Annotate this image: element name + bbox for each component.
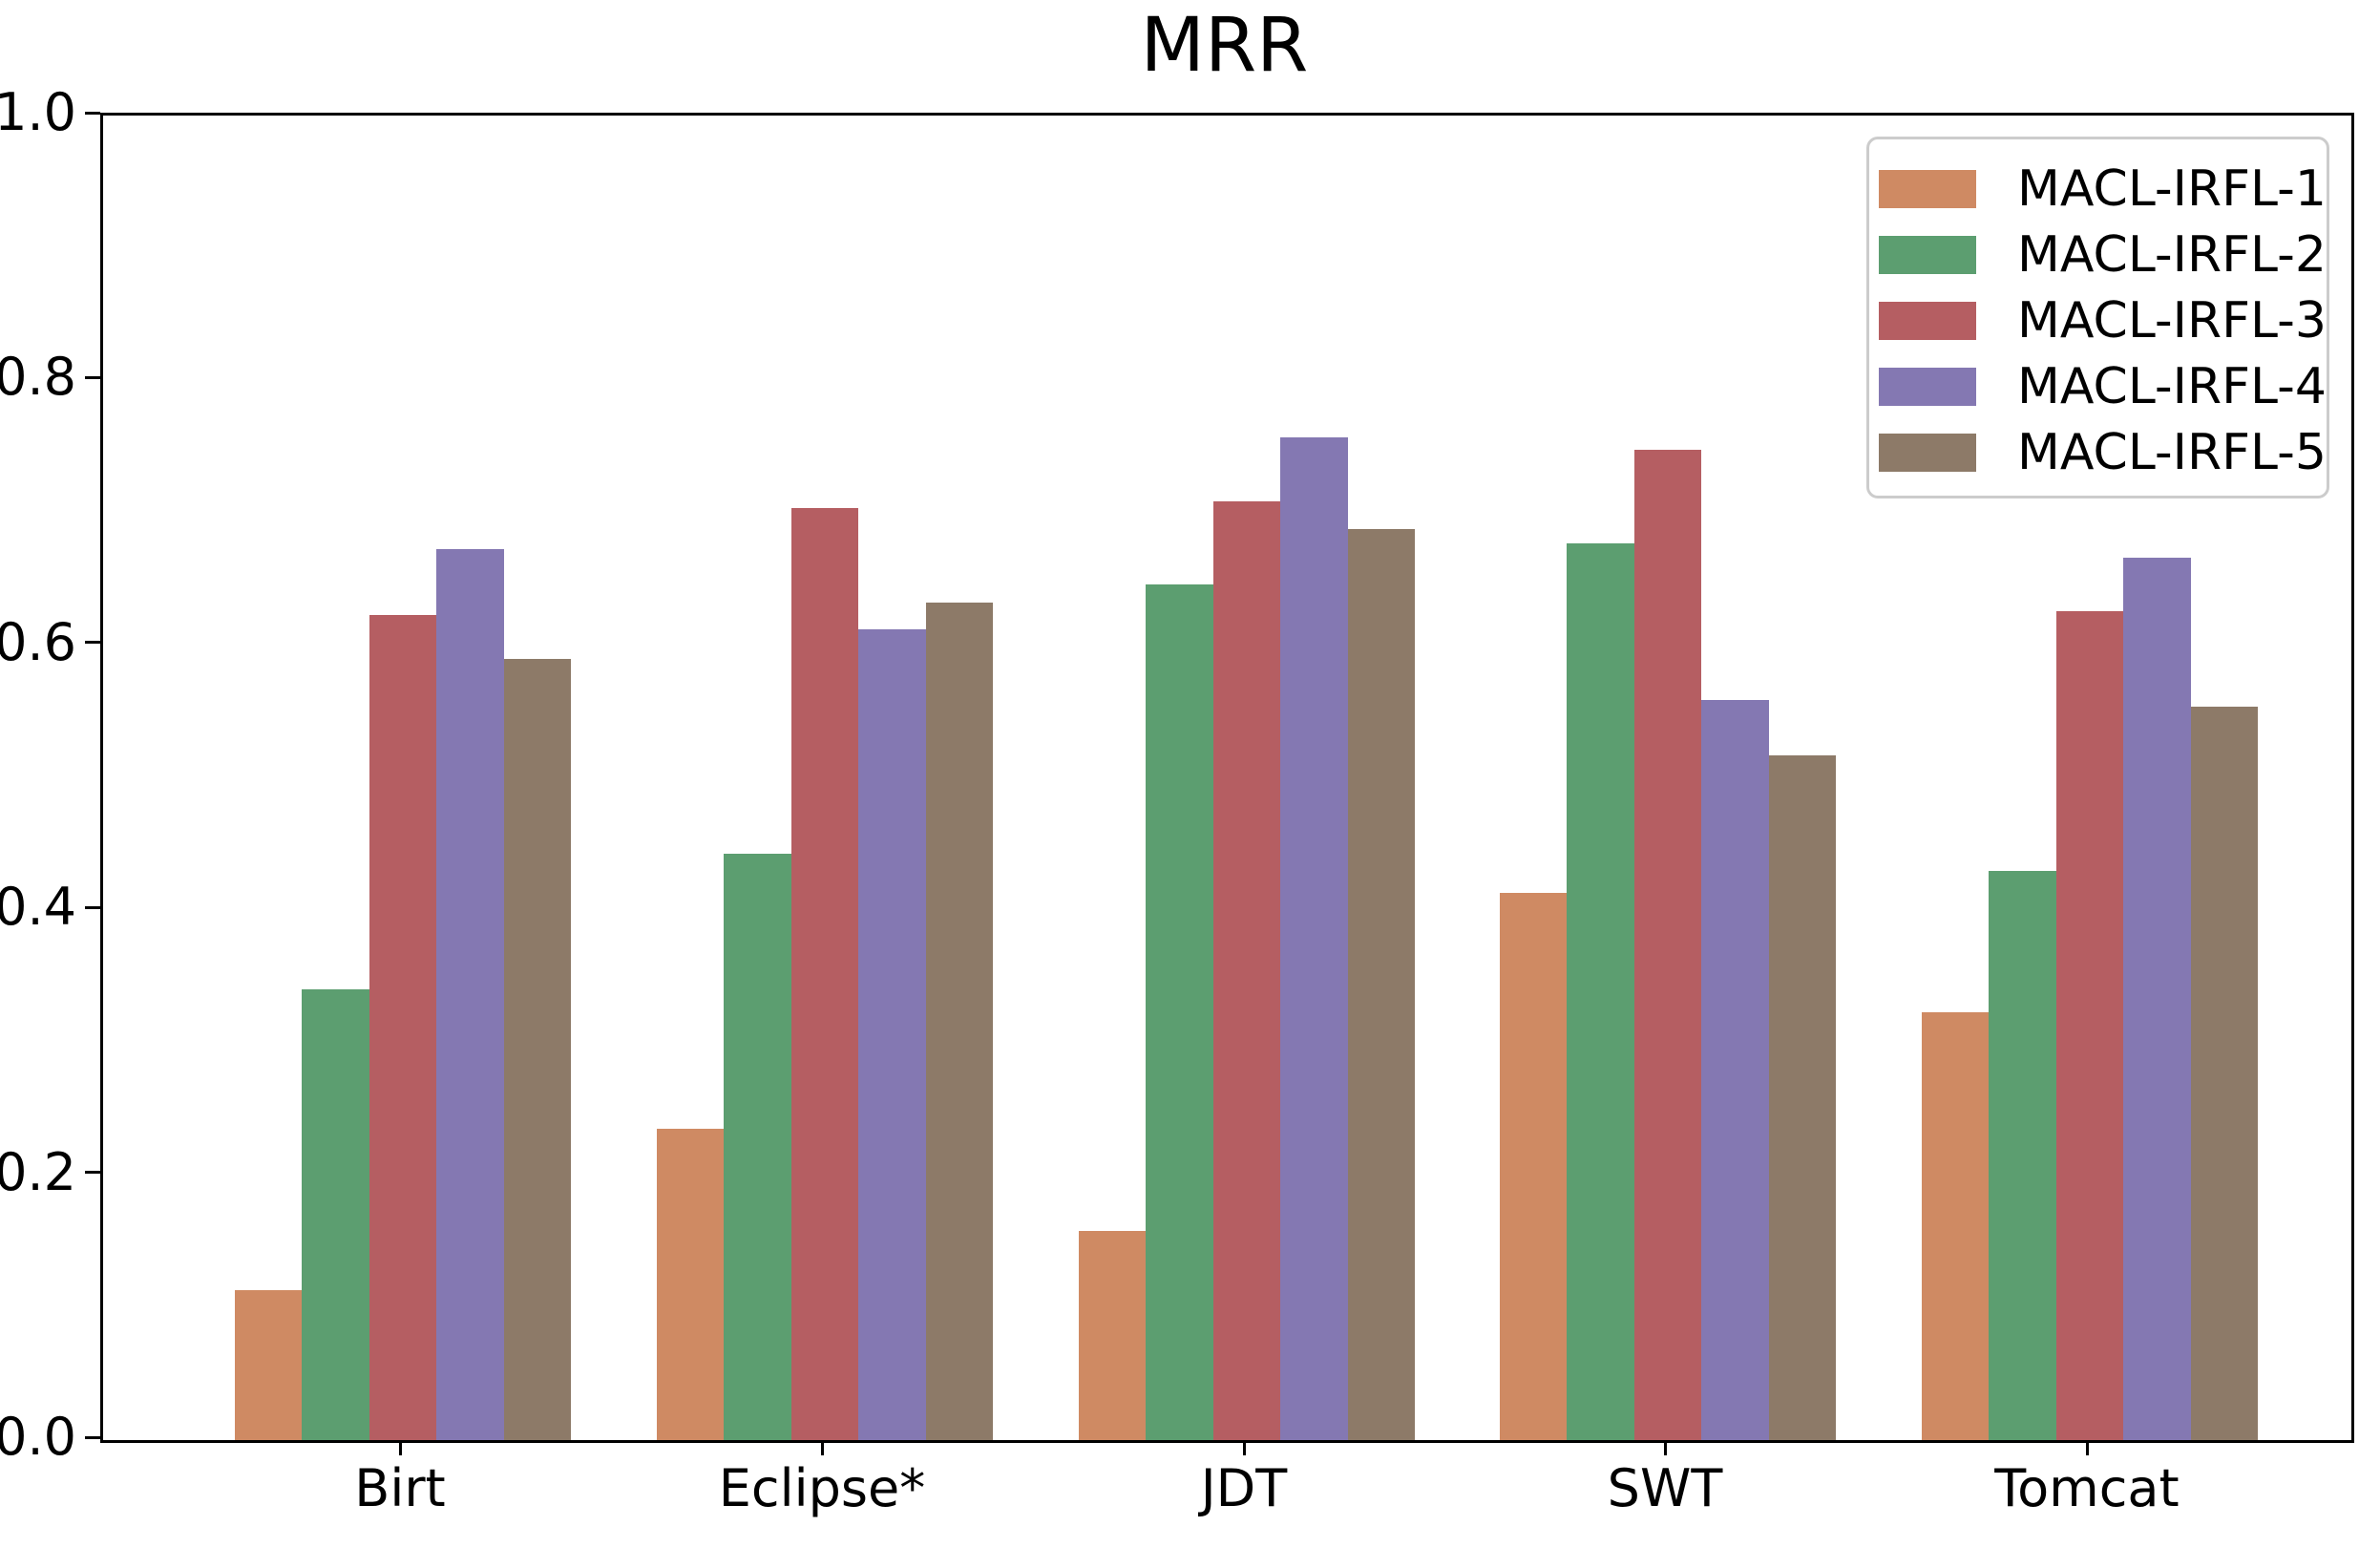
y-tick-mark-0.0 <box>85 1435 100 1439</box>
bar-MACL-IRFL-4-Tomcat <box>2123 558 2191 1440</box>
x-tick-mark-Birt <box>398 1440 402 1455</box>
y-tick-mark-0.4 <box>85 905 100 909</box>
legend-swatch-MACL-IRFL-2 <box>1879 235 1976 274</box>
x-tick-mark-SWT <box>1663 1440 1667 1455</box>
bar-MACL-IRFL-1-JDT <box>1078 1230 1147 1440</box>
y-tick-label-0.6: 0.6 <box>0 611 76 672</box>
bar-MACL-IRFL-5-Birt <box>503 658 572 1440</box>
bar-MACL-IRFL-2-SWT <box>1567 543 1634 1440</box>
bar-MACL-IRFL-2-JDT <box>1146 584 1213 1440</box>
chart-title: MRR <box>1140 3 1309 89</box>
y-tick-label-0.8: 0.8 <box>0 347 76 408</box>
bar-MACL-IRFL-4-Eclipse* <box>858 629 926 1440</box>
x-tick-label-JDT: JDT <box>1200 1458 1288 1518</box>
legend: MACL-IRFL-1 MACL-IRFL-2 MACL-IRFL-3 MACL-IR… <box>1866 137 2329 498</box>
legend-label-MACL-IRFL-3: MACL-IRFL-3 <box>2017 291 2327 350</box>
bar-MACL-IRFL-3-Tomcat <box>2055 610 2124 1440</box>
bar-MACL-IRFL-1-Birt <box>234 1290 303 1440</box>
bar-MACL-IRFL-3-SWT <box>1633 449 1702 1440</box>
legend-entry-MACL-IRFL-3: MACL-IRFL-3 <box>1879 287 2327 353</box>
bar-MACL-IRFL-3-JDT <box>1212 500 1281 1440</box>
legend-swatch-MACL-IRFL-4 <box>1879 367 1976 406</box>
x-tick-label-Birt: Birt <box>354 1458 446 1518</box>
bar-MACL-IRFL-5-Eclipse* <box>925 603 994 1440</box>
bar-MACL-IRFL-5-JDT <box>1347 528 1416 1440</box>
legend-swatch-MACL-IRFL-5 <box>1879 433 1976 472</box>
legend-swatch-MACL-IRFL-3 <box>1879 301 1976 340</box>
legend-entry-MACL-IRFL-5: MACL-IRFL-5 <box>1879 419 2327 485</box>
bar-MACL-IRFL-3-Birt <box>369 614 437 1440</box>
legend-entry-MACL-IRFL-4: MACL-IRFL-4 <box>1879 353 2327 419</box>
bar-MACL-IRFL-5-Tomcat <box>2190 706 2259 1440</box>
legend-label-MACL-IRFL-1: MACL-IRFL-1 <box>2017 159 2327 218</box>
legend-swatch-MACL-IRFL-1 <box>1879 169 1976 208</box>
y-tick-mark-0.6 <box>85 641 100 645</box>
bar-MACL-IRFL-4-Birt <box>436 548 504 1440</box>
y-tick-label-0.0: 0.0 <box>0 1407 76 1467</box>
y-tick-mark-0.8 <box>85 375 100 379</box>
bar-MACL-IRFL-3-Eclipse* <box>790 507 859 1440</box>
legend-entry-MACL-IRFL-2: MACL-IRFL-2 <box>1879 222 2327 287</box>
legend-label-MACL-IRFL-2: MACL-IRFL-2 <box>2017 225 2327 284</box>
x-tick-label-SWT: SWT <box>1607 1458 1723 1518</box>
bar-MACL-IRFL-4-SWT <box>1701 699 1769 1440</box>
legend-label-MACL-IRFL-5: MACL-IRFL-5 <box>2017 423 2327 481</box>
x-tick-mark-Eclipse* <box>820 1440 824 1455</box>
y-tick-mark-0.2 <box>85 1171 100 1175</box>
bar-MACL-IRFL-1-SWT <box>1499 893 1568 1440</box>
bar-MACL-IRFL-2-Tomcat <box>1989 870 2056 1440</box>
y-tick-mark-1.0 <box>85 111 100 115</box>
bar-MACL-IRFL-4-JDT <box>1280 437 1348 1440</box>
bar-MACL-IRFL-2-Eclipse* <box>724 853 791 1440</box>
y-tick-label-0.2: 0.2 <box>0 1141 76 1202</box>
x-tick-label-Tomcat: Tomcat <box>1994 1458 2180 1518</box>
x-tick-mark-JDT <box>1242 1440 1246 1455</box>
x-tick-mark-Tomcat <box>2085 1440 2089 1455</box>
y-tick-label-1.0: 1.0 <box>0 82 76 142</box>
bar-MACL-IRFL-2-Birt <box>302 989 369 1440</box>
bar-MACL-IRFL-1-Tomcat <box>1921 1012 1990 1440</box>
legend-entry-MACL-IRFL-1: MACL-IRFL-1 <box>1879 156 2327 222</box>
x-tick-label-Eclipse*: Eclipse* <box>718 1458 926 1518</box>
y-tick-label-0.4: 0.4 <box>0 877 76 938</box>
bar-MACL-IRFL-5-SWT <box>1768 754 1837 1440</box>
bar-MACL-IRFL-1-Eclipse* <box>656 1129 725 1440</box>
legend-label-MACL-IRFL-4: MACL-IRFL-4 <box>2017 357 2327 415</box>
